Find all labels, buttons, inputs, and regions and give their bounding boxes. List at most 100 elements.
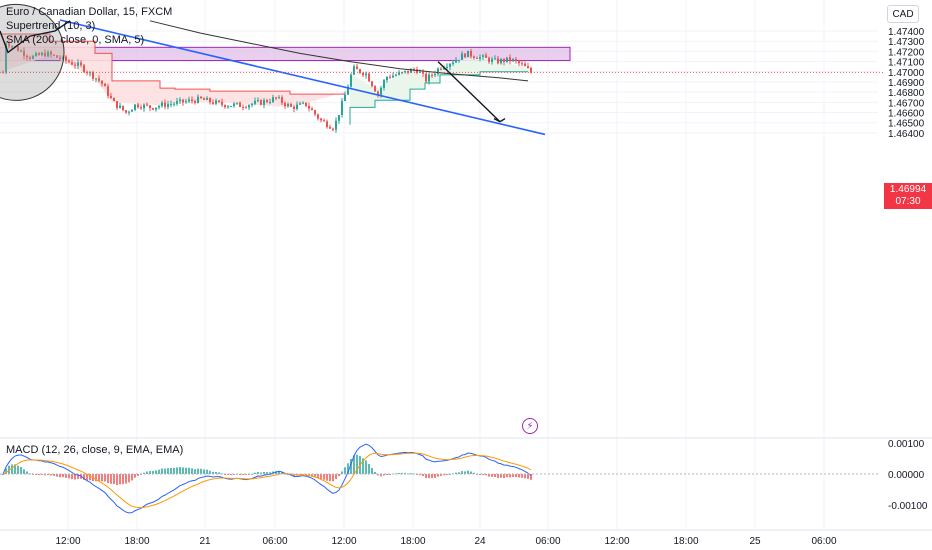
supertrend-legend[interactable]: Supertrend (10, 3) [6, 20, 96, 32]
macd-histogram-bar [23, 469, 25, 474]
macd-histogram-bar [425, 474, 427, 479]
sma-line [149, 20, 529, 82]
candle-body [62, 56, 64, 59]
candle-body [170, 103, 172, 105]
macd-histogram-bar [437, 474, 439, 477]
candle-body [530, 68, 532, 73]
macd-legend-label[interactable]: MACD (12, 26, close, 9, EMA, EMA) [6, 444, 184, 456]
candle-body [410, 69, 412, 73]
zigzag-line [0, 20, 71, 54]
macd-histogram-bar [329, 474, 331, 482]
candle-body [179, 99, 181, 102]
candle-body [197, 96, 199, 103]
candle-body [164, 102, 166, 107]
signal-line [2, 452, 532, 509]
candle-body [377, 91, 379, 95]
candle-body [431, 74, 433, 76]
x-tick-label: 21 [199, 536, 211, 547]
y-tick-label: 1.47200 [888, 47, 925, 58]
candle-body [323, 120, 325, 122]
candle-body [41, 52, 43, 56]
macd-histogram-bar [497, 474, 499, 478]
macd-histogram-bar [323, 474, 325, 480]
candle-body [353, 66, 355, 75]
macd-histogram-bar [26, 471, 28, 474]
candle-body [68, 60, 70, 63]
candle-body [335, 120, 337, 130]
macd-histogram-bar [494, 474, 496, 477]
x-tick-label: 06:00 [262, 536, 287, 547]
macd-histogram-bar [2, 474, 4, 475]
candle-body [296, 104, 298, 110]
supertrend-up-line [349, 71, 528, 125]
macd-histogram-bar [149, 471, 151, 474]
candle-body [29, 57, 31, 59]
currency-button[interactable]: CAD [887, 5, 919, 23]
candle-body [485, 55, 487, 58]
macd-histogram-bar [104, 474, 106, 482]
candle-body [230, 105, 232, 107]
candle-body [332, 128, 334, 130]
candle-body [59, 57, 61, 59]
macd-histogram-bar [107, 474, 109, 484]
candle-body [383, 80, 385, 88]
macd-histogram-bar [152, 470, 154, 474]
y-tick-label: 1.46700 [888, 98, 925, 109]
candle-body [260, 100, 262, 105]
candle-body [446, 66, 448, 68]
macd-histogram-bar [65, 474, 67, 478]
macd-histogram-bar [110, 474, 112, 484]
candle-body [440, 68, 442, 70]
candle-body [482, 55, 484, 57]
candle-body [47, 51, 49, 57]
candle-body [434, 73, 436, 76]
flash-icon[interactable]: ⚡ [522, 418, 538, 434]
candle-body [284, 102, 286, 107]
candle-body [221, 101, 223, 105]
candle-body [413, 69, 415, 71]
x-tick-label: 24 [474, 536, 486, 547]
macd-histogram-bar [347, 463, 349, 474]
candle-body [359, 69, 361, 74]
macd-histogram-bar [254, 472, 256, 474]
candle-body [263, 100, 265, 105]
candle-body [266, 100, 268, 103]
macd-histogram-bar [137, 474, 139, 476]
resistance-zone-layer [0, 46, 571, 62]
candle-body [92, 72, 94, 79]
macd-histogram-bar [485, 474, 487, 476]
candle-body [308, 105, 310, 109]
macd-tick-label: -0.00100 [888, 501, 928, 512]
candle-body [476, 57, 478, 59]
macd-histogram-bar [461, 471, 463, 474]
candle-body [116, 101, 118, 109]
macd-histogram-bar [509, 474, 511, 478]
macd-histogram-bar [311, 474, 313, 476]
candle-body [173, 103, 175, 105]
macd-histogram-bar [344, 467, 346, 474]
candle-body [5, 43, 7, 73]
macd-histogram-bar [521, 474, 523, 478]
candle-body [293, 106, 295, 110]
candle-body [224, 104, 226, 108]
candle-body [125, 110, 127, 113]
macd-line [2, 443, 532, 514]
drawings-layer [0, 3, 884, 136]
macd-histogram-bar [50, 474, 52, 476]
macd-histogram-bar [173, 467, 175, 474]
macd-histogram-bar [170, 467, 172, 474]
macd-histogram-bar [332, 474, 334, 482]
macd-histogram-bar [467, 470, 469, 474]
macd-histogram-bar [404, 472, 406, 474]
candle-body [245, 107, 247, 109]
macd-histogram-bar [155, 470, 157, 474]
candle-body [275, 97, 277, 99]
macd-histogram-bar [326, 474, 328, 481]
symbol-title[interactable]: Euro / Canadian Dollar, 15, FXCM [6, 6, 173, 18]
macd-pane [2, 443, 532, 514]
macd-histogram-bar [146, 471, 148, 474]
candle-body [194, 100, 196, 103]
macd-histogram-bar [68, 474, 70, 479]
candle-body [506, 57, 508, 63]
sma-legend[interactable]: SMA (200, close, 0, SMA, 5) [6, 34, 145, 46]
